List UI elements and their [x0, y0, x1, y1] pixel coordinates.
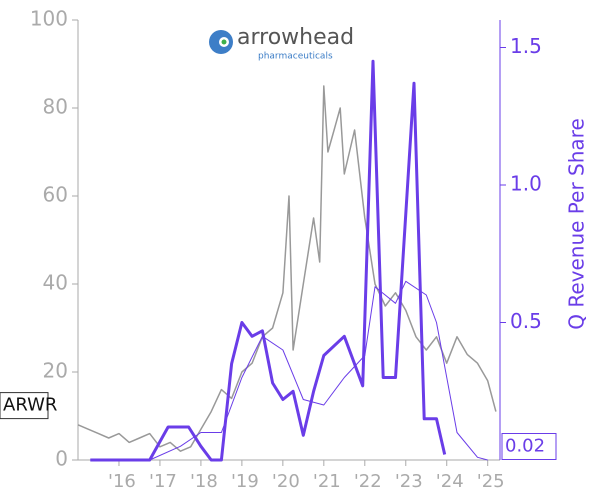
- x-tick-label: '19: [231, 471, 259, 492]
- x-tick-label: '23: [395, 471, 423, 492]
- x-tick-label: '20: [272, 471, 300, 492]
- y-tick-label: 80: [43, 95, 68, 119]
- logo-tagline: pharmaceuticals: [258, 52, 333, 62]
- x-tick-label: '18: [190, 471, 218, 492]
- y-tick-label: 0: [55, 447, 68, 471]
- x-tick-label: '21: [313, 471, 341, 492]
- x-tick-label: '24: [436, 471, 464, 492]
- y2-label: Q Revenue Per Share: [565, 118, 589, 330]
- y2-tick-label: 1.0: [510, 172, 542, 196]
- y-tick-label: 100: [30, 7, 68, 31]
- series-label: ARWR: [3, 395, 57, 416]
- logo-name: arrowhead: [237, 25, 354, 50]
- y-tick-label: 20: [43, 359, 68, 383]
- logo-icon-dot: [221, 39, 227, 45]
- y-tick-label: 60: [43, 183, 68, 207]
- x-tick-label: '25: [477, 471, 505, 492]
- x-tick-label: '22: [354, 471, 382, 492]
- series-label-box: [0, 392, 49, 420]
- last-value-label: 0.02: [505, 436, 545, 457]
- line: [90, 280, 488, 461]
- y2-tick-label: 1.5: [510, 34, 542, 58]
- last-value-box: [501, 433, 557, 460]
- y-tick-label: 40: [43, 271, 68, 295]
- x-tick-label: '17: [149, 471, 177, 492]
- line: [90, 59, 447, 462]
- x-tick-label: '16: [108, 471, 136, 492]
- y2-tick-label: 0.5: [510, 309, 542, 333]
